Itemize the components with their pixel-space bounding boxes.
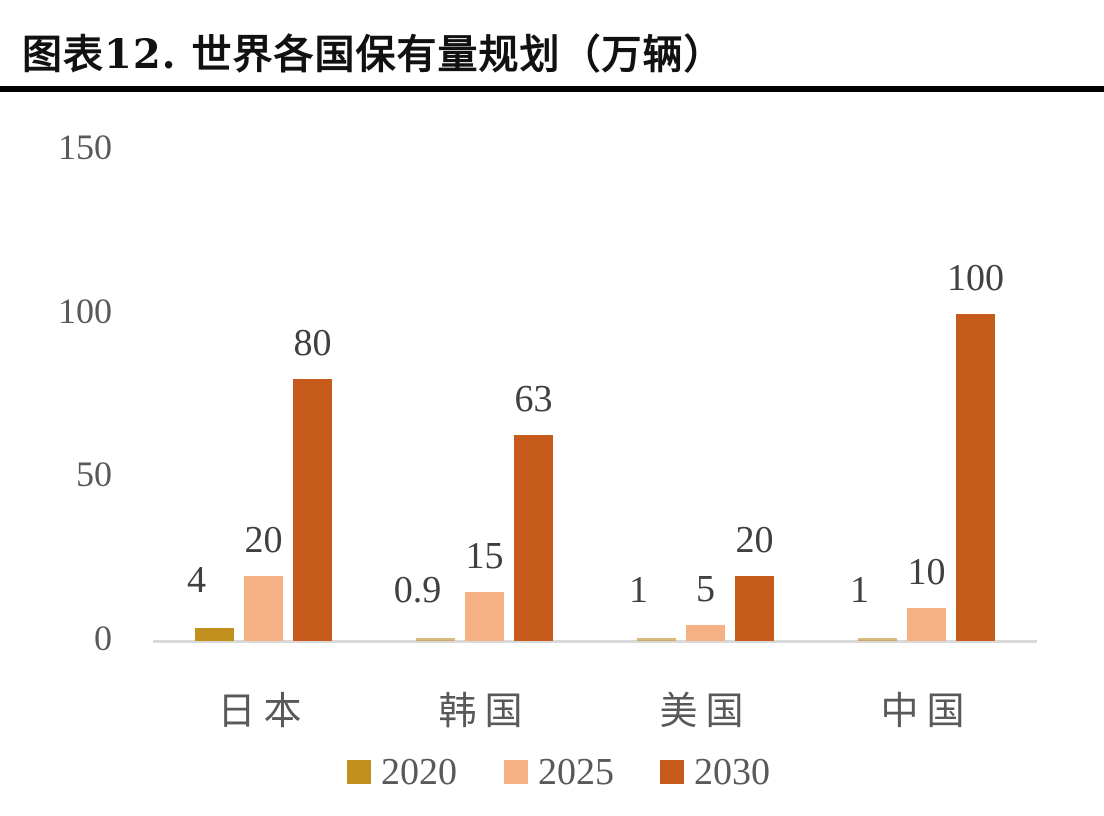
y-tick-label: 50 <box>76 454 112 495</box>
x-tick-label: 中国 <box>880 689 973 733</box>
data-label: 10 <box>907 551 946 594</box>
x-axis-line <box>153 640 1037 643</box>
y-tick-label: 150 <box>58 127 112 167</box>
title-divider <box>0 86 1104 92</box>
bar-2025-2 <box>686 624 725 641</box>
bar-2020-2 <box>637 637 676 641</box>
legend-item-2020: 2020 <box>347 750 457 794</box>
bar-2030-2 <box>735 575 774 641</box>
x-tick-label: 日本 <box>217 689 310 733</box>
y-tick-label: 0 <box>94 618 112 658</box>
data-label: 100 <box>947 256 1004 299</box>
legend-label: 2025 <box>538 751 614 793</box>
data-label: 4 <box>187 558 206 601</box>
legend-swatch-icon <box>504 760 528 784</box>
data-label: 0.9 <box>393 569 442 612</box>
x-tick-label: 美国 <box>659 689 752 733</box>
legend-item-2030: 2030 <box>660 750 770 794</box>
bar-2020-1 <box>416 638 455 641</box>
data-label: 1 <box>850 568 869 611</box>
bar-2020-3 <box>858 637 897 641</box>
y-tick-label: 100 <box>58 290 112 331</box>
data-label: 15 <box>465 534 504 577</box>
legend-label: 2020 <box>381 751 457 793</box>
data-label: 20 <box>735 518 774 561</box>
bar-2030-1 <box>514 434 553 641</box>
legend: 2020 2025 2030 <box>0 750 1104 794</box>
data-label: 1 <box>629 568 648 611</box>
legend-swatch-icon <box>660 760 684 784</box>
bar-2025-3 <box>907 608 946 641</box>
data-label: 5 <box>696 567 715 610</box>
bar-2025-0 <box>244 575 283 641</box>
chart-title: 图表12. 世界各国保有量规划（万辆） <box>22 31 725 78</box>
data-label: 80 <box>293 322 332 365</box>
bar-2020-0 <box>195 627 234 641</box>
bar-2030-0 <box>293 379 332 641</box>
data-label: 63 <box>514 377 553 420</box>
bar-2030-3 <box>956 313 995 641</box>
legend-label: 2030 <box>694 751 770 793</box>
data-label: 20 <box>244 518 283 561</box>
legend-swatch-icon <box>347 760 371 784</box>
x-tick-label: 韩国 <box>438 689 531 733</box>
legend-item-2025: 2025 <box>504 750 614 794</box>
bar-2025-1 <box>465 591 504 641</box>
